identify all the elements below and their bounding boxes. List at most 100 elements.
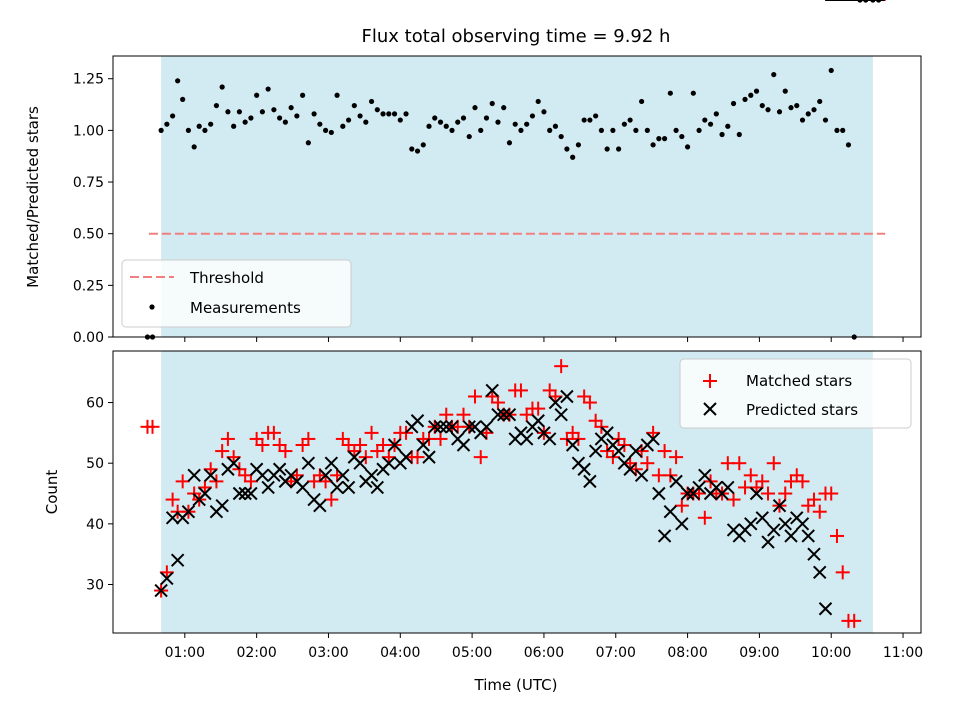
ratio-legend: Threshold Measurements [121, 259, 352, 328]
matched-star-point [542, 383, 557, 398]
predicted-star-point [652, 486, 666, 501]
matched-star-point [249, 431, 264, 446]
measurement-point [277, 115, 283, 121]
predicted-star-point [324, 456, 339, 470]
matched-star-point [732, 456, 747, 471]
measurement-point [771, 71, 777, 78]
measurement-point [420, 142, 426, 148]
measurement-point [788, 105, 794, 111]
measurement-point [616, 146, 622, 152]
x-tick-label: 04:00 [380, 645, 420, 661]
measurement-point [644, 127, 650, 133]
matched-star-point [795, 474, 810, 489]
predicted-star-point [272, 462, 287, 476]
predicted-star-point [462, 420, 476, 434]
predicted-star-point [445, 420, 459, 434]
measurement-point [610, 127, 616, 133]
predicted-star-point [154, 583, 168, 598]
count-y-ticks: 30 40 50 60 [86, 396, 113, 593]
measurement-point [208, 121, 214, 127]
predicted-star-point [336, 468, 350, 483]
measurement-point [466, 133, 472, 140]
measurement-point [437, 119, 444, 125]
measurement-point [254, 92, 260, 98]
matched-star-point [165, 492, 180, 507]
y-tick-label: 0.00 [73, 330, 104, 346]
measurement-point [552, 123, 559, 129]
matched-star-point [766, 456, 781, 471]
measurement-point [386, 111, 392, 117]
predicted-star-point [232, 486, 247, 501]
measurement-point [317, 121, 323, 127]
ratio-panel: 0.00 0.25 0.50 0.75 1.00 1.25 Matched/Predict… [24, 0, 922, 346]
measurement-point [845, 142, 852, 148]
x-tick-label: 03:00 [308, 645, 348, 661]
predicted-star-point [646, 432, 660, 446]
y-tick-label: 1.00 [73, 123, 104, 139]
x-tick-label: 06:00 [524, 645, 564, 661]
predicted-star-point [634, 468, 649, 483]
predicted-star-point [801, 529, 815, 543]
measurement-point [656, 136, 662, 142]
measurement-point [822, 117, 829, 123]
measurement-point [535, 98, 541, 105]
predicted-star-point [382, 456, 396, 470]
measurement-point [288, 105, 294, 111]
matched-star-point [847, 613, 862, 628]
predicted-star-point [313, 498, 327, 513]
predicted-star-point [669, 474, 683, 489]
matched-star-point [433, 431, 448, 446]
measurement-point [713, 111, 719, 117]
measurement-point [811, 107, 817, 113]
measurement-point [328, 129, 334, 136]
predicted-star-point [565, 438, 580, 452]
y-tick-label: 1.25 [73, 72, 104, 88]
predicted-star-point [439, 420, 453, 434]
matched-star-point [761, 486, 776, 501]
matched-star-point [674, 498, 689, 513]
legend-matched-swatch [703, 374, 717, 388]
measurement-point [340, 123, 346, 129]
matched-star-point [243, 474, 258, 489]
predicted-star-point [330, 480, 344, 495]
measurement-point [391, 111, 398, 117]
matched-star-point [301, 431, 316, 446]
legend-predicted-swatch [703, 402, 717, 416]
predicted-star-point [502, 407, 517, 422]
predicted-star-point [657, 529, 672, 543]
measurement-point [351, 102, 357, 109]
x-tick-label: 08:00 [667, 645, 707, 661]
matched-star-point [324, 492, 339, 507]
measurement-point [478, 127, 484, 133]
measurement-point [322, 127, 329, 133]
measurement-point [558, 133, 564, 140]
measurement-point [164, 121, 170, 127]
measurement-point [794, 102, 800, 109]
matched-star-point [824, 486, 839, 501]
measurement-point [236, 109, 243, 115]
y-tick-label: 0.25 [73, 278, 104, 294]
matched-star-point [238, 468, 253, 483]
matched-star-point [835, 565, 850, 580]
measurement-point [684, 144, 691, 150]
measurement-point [529, 113, 536, 119]
matched-star-point [370, 444, 385, 459]
matched-star-point [582, 395, 597, 410]
measurement-point [639, 98, 645, 105]
measurement-point [403, 111, 409, 117]
matched-star-point [577, 389, 592, 404]
predicted-star-point [198, 486, 212, 501]
matched-star-point [531, 401, 546, 416]
predicted-star-point [755, 511, 769, 525]
matched-star-point [272, 438, 287, 452]
measurement-point [547, 127, 553, 133]
measurement-point [175, 78, 181, 84]
predicted-star-point [611, 444, 626, 458]
matched-star-point [473, 450, 488, 465]
measurement-point [633, 127, 639, 133]
measurement-point [587, 117, 593, 123]
measurement-point [661, 136, 668, 142]
matched-star-point [278, 444, 293, 459]
predicted-star-point [170, 553, 185, 567]
